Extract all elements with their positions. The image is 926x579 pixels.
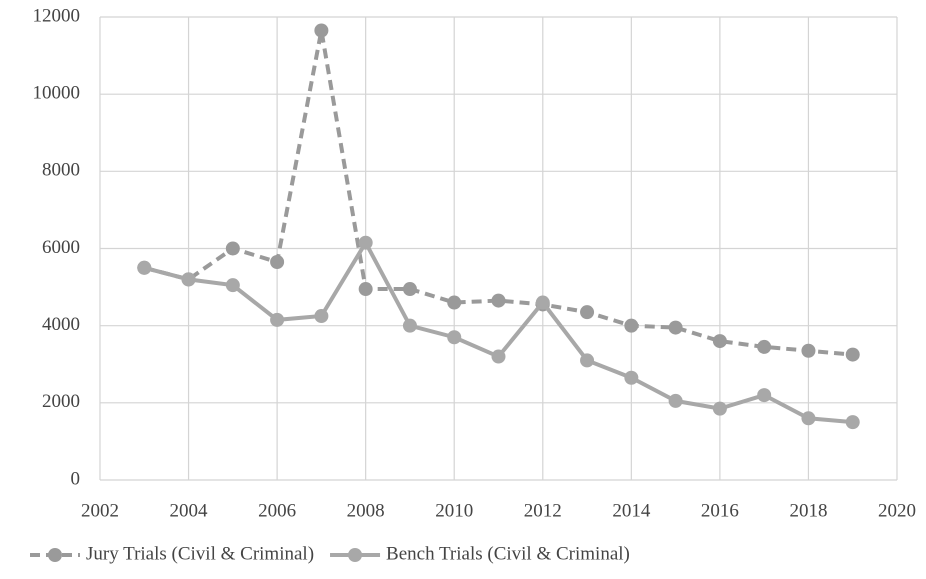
point (624, 318, 639, 333)
point (624, 370, 639, 385)
point (181, 272, 196, 287)
y-tick-label: 10000 (33, 83, 81, 104)
series-line (143, 30, 853, 357)
point (757, 339, 772, 354)
x-tick-label: 2016 (701, 500, 739, 521)
y-tick-label: 8000 (42, 160, 80, 181)
x-tick-label: 2006 (258, 500, 296, 521)
legend-label: Bench Trials (Civil & Criminal) (386, 543, 630, 564)
point (402, 318, 417, 333)
x-tick-label: 2020 (878, 500, 916, 521)
y-tick-label: 12000 (33, 5, 81, 26)
point (314, 309, 329, 324)
point (757, 388, 772, 403)
legend-marker (48, 548, 62, 562)
x-tick-label: 2012 (524, 500, 562, 521)
point (137, 260, 152, 275)
point (580, 305, 595, 320)
point (225, 278, 240, 293)
point (491, 349, 506, 364)
y-tick-label: 0 (71, 468, 81, 489)
series-line (143, 238, 853, 425)
point (270, 312, 285, 327)
x-tick-label: 2004 (170, 500, 209, 521)
point (580, 353, 595, 368)
y-tick-label: 6000 (42, 237, 80, 258)
point (270, 255, 285, 270)
point (801, 411, 816, 426)
point (668, 393, 683, 408)
point (845, 415, 860, 430)
point (668, 320, 683, 335)
point (358, 282, 373, 297)
point (225, 241, 240, 256)
point (712, 401, 727, 416)
point (358, 235, 373, 250)
y-tick-label: 2000 (42, 391, 80, 412)
legend-marker (348, 548, 363, 562)
point (845, 347, 860, 362)
point (402, 282, 417, 297)
point (801, 343, 816, 358)
x-tick-label: 2008 (347, 500, 385, 521)
point (447, 295, 462, 310)
x-tick-label: 2002 (81, 500, 119, 521)
point (535, 295, 550, 310)
y-tick-label: 4000 (42, 314, 80, 335)
x-tick-label: 2014 (612, 500, 651, 521)
x-tick-label: 2010 (435, 500, 473, 521)
legend-label: Jury Trials (Civil & Criminal) (86, 543, 314, 564)
x-tick-label: 2018 (789, 500, 827, 521)
point (447, 330, 462, 345)
point (491, 293, 506, 308)
point (314, 23, 329, 38)
point (712, 334, 727, 349)
